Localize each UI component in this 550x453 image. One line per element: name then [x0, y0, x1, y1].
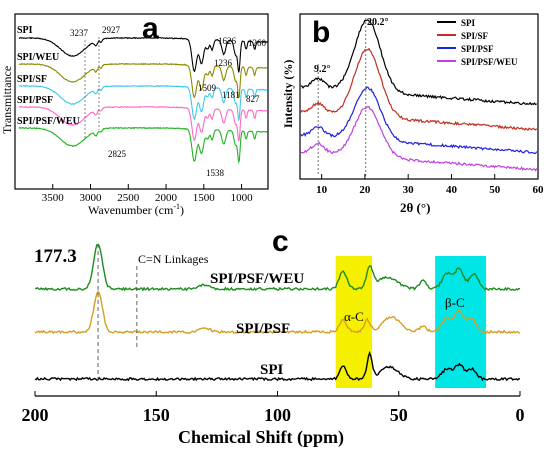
panel-b-series-line	[300, 86, 538, 155]
panel-b-legend-label: SPI/PSF/WEU	[461, 57, 518, 67]
panel-a-series-line	[18, 84, 269, 121]
panel-a-series-line	[18, 105, 269, 142]
panel-b-xtick-label: 40	[446, 184, 458, 196]
panel-a-xtick-label: 3500	[42, 192, 65, 204]
panel-a-legend-label: SPI/PSF/WEU	[17, 116, 80, 127]
panel-a-annotation: 1538	[206, 168, 225, 178]
panel-c-series-label: SPI/PSF	[236, 321, 290, 337]
panel-a-ylabel: Transmittance	[0, 66, 14, 134]
panel-a-annotation: 3237	[70, 28, 89, 38]
panel-a-annotation: 827	[246, 94, 260, 104]
panel-a-letter: a	[142, 12, 159, 45]
panel-a-xtick-label: 2000	[155, 192, 178, 204]
panel-c-peak-label: 177.3	[34, 246, 77, 267]
panel-b-xlabel: 2θ (°)	[400, 200, 430, 215]
panel-c-series-label: SPI	[260, 362, 284, 378]
panel-c-series-line	[34, 290, 520, 335]
panel-c-xtick-label: 150	[143, 405, 170, 425]
panel-c-xlabel: Chemical Shift (ppm)	[178, 427, 344, 448]
panel-a-annotation: 1626	[218, 36, 237, 46]
panel-c-annotation: β-C	[445, 295, 465, 310]
panel-c-xtick-label: 100	[264, 405, 291, 425]
panel-a: a Transmittance 3500 3000 2500 2000 1500 1000…	[0, 12, 269, 217]
panel-c-series	[34, 243, 521, 382]
panel-b-series-line	[300, 47, 538, 131]
panel-b-legend-label: SPI/PSF	[461, 44, 494, 54]
panel-c-xticks: 200 150 100 50 0	[22, 391, 525, 425]
panel-c-series-line	[34, 243, 521, 292]
panel-a-legend-label: SPI/PSF	[17, 95, 53, 106]
panel-a-annotation: 1236	[214, 58, 233, 68]
panel-b-xtick-label: 20	[359, 184, 371, 196]
panel-a-annotation: 1181	[222, 90, 240, 100]
panel-a-xtick-label: 1500	[193, 192, 216, 204]
panel-a-xtick-label: 2500	[117, 192, 140, 204]
panel-b-series-line	[300, 105, 538, 172]
panel-b-ylabel: Intensity (%)	[281, 60, 295, 128]
panel-b-frame	[299, 13, 539, 180]
panel-a-legend: SPI SPI/WEU SPI/SF SPI/PSF SPI/PSF/WEU	[17, 25, 80, 127]
panel-a-legend-label: SPI	[17, 25, 33, 36]
panel-b-annotations: 9.2° 20.2°	[314, 17, 389, 176]
panel-a-series-line	[18, 36, 268, 73]
panel-b-series-line	[300, 19, 538, 106]
panel-b-legend-label: SPI/SF	[461, 31, 489, 41]
panel-a-frame	[14, 13, 269, 190]
panel-a-annotation: 1260	[248, 38, 267, 48]
panel-c-annotations: 177.3 C=N Linkages α-C β-C	[34, 244, 465, 380]
panel-a-annotation: 2927	[102, 25, 121, 35]
panel-c-series-line	[34, 350, 520, 382]
panel-a-annotation: 2825	[108, 149, 127, 159]
panel-b-letter: b	[312, 16, 330, 49]
panel-b-xtick-label: 60	[533, 184, 545, 196]
panel-c: c 200 150 100 50 0 Chemical Shift (ppm) SPI/…	[22, 225, 525, 448]
panel-a-annotation: 1509	[198, 83, 217, 93]
panel-a-xtick-label: 3000	[80, 192, 103, 204]
panel-a-xlabel: Wavenumber (cm-1)	[88, 202, 184, 217]
panel-b-annotation: 9.2°	[314, 64, 331, 75]
panel-b-xtick-label: 10	[316, 184, 328, 196]
panel-c-series-labels: SPI/PSF/WEU SPI/PSF SPI	[210, 271, 304, 378]
panel-a-series-line	[18, 62, 269, 99]
panel-c-series-label: SPI/PSF/WEU	[210, 271, 304, 287]
panel-a-annotations: 3237 2927 1626 1260 1236 1509 1181 827 2825 1538	[70, 25, 267, 178]
panel-c-annotation: C=N Linkages	[138, 252, 209, 266]
panel-b-annotation: 20.2°	[367, 17, 389, 28]
panel-a-legend-label: SPI/WEU	[17, 52, 59, 63]
panel-b-series	[300, 19, 538, 172]
panel-a-series	[18, 36, 269, 165]
panel-c-xtick-label: 0	[516, 405, 525, 425]
panel-a-xticks: 3500 3000 2500 2000 1500 1000	[42, 184, 253, 204]
panel-b-xtick-label: 30	[403, 184, 415, 196]
panel-b-legend-label: SPI	[461, 18, 476, 28]
panel-a-series-line	[18, 126, 269, 165]
panel-a-xtick-label: 1000	[231, 192, 254, 204]
panel-a-legend-label: SPI/SF	[17, 74, 47, 85]
panel-c-xtick-label: 50	[390, 405, 408, 425]
panel-b: b Intensity (%) 10 20 30 40 50 60 2θ (°) SPIS…	[281, 13, 544, 215]
panel-c-xtick-label: 200	[22, 405, 49, 425]
panel-c-annotation: α-C	[344, 309, 364, 324]
panel-b-xtick-label: 50	[489, 184, 501, 196]
panel-b-legend: SPI SPI/SF SPI/PSF SPI/PSF/WEU	[437, 18, 518, 67]
panel-c-letter: c	[272, 225, 289, 258]
panel-b-xticks: 10 20 30 40 50 60	[316, 174, 544, 196]
